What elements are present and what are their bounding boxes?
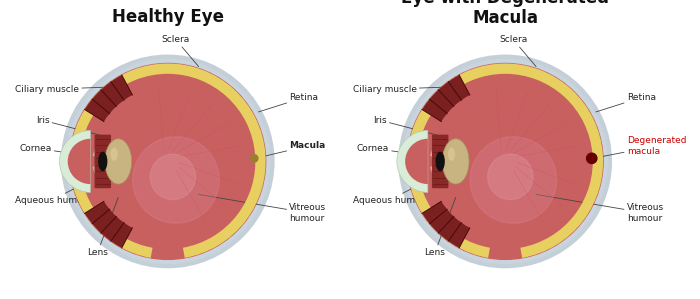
Text: Iris: Iris: [373, 116, 439, 136]
Wedge shape: [405, 139, 428, 184]
Circle shape: [62, 55, 274, 268]
Title: Eye with Degenerated
Macula: Eye with Degenerated Macula: [401, 0, 609, 28]
Text: Macula: Macula: [256, 141, 326, 158]
Wedge shape: [68, 139, 90, 184]
Wedge shape: [430, 140, 451, 183]
Circle shape: [133, 137, 219, 223]
Ellipse shape: [111, 147, 118, 161]
Text: Aqueous humor: Aqueous humor: [353, 182, 425, 205]
Text: Lens: Lens: [425, 198, 456, 257]
Title: Healthy Eye: Healthy Eye: [112, 8, 224, 26]
Ellipse shape: [448, 147, 455, 161]
Text: Sclera: Sclera: [162, 35, 199, 67]
Circle shape: [251, 155, 258, 162]
Wedge shape: [70, 63, 266, 258]
FancyBboxPatch shape: [432, 135, 449, 188]
Text: Lens: Lens: [88, 198, 118, 257]
Wedge shape: [422, 201, 470, 248]
Text: Ciliary muscle: Ciliary muscle: [353, 85, 443, 94]
Wedge shape: [85, 75, 132, 122]
Circle shape: [403, 60, 607, 263]
Text: Cornea: Cornea: [357, 144, 421, 155]
Text: Iris: Iris: [36, 116, 102, 136]
Circle shape: [587, 153, 597, 164]
Wedge shape: [60, 130, 90, 192]
Circle shape: [150, 154, 195, 199]
Text: Vitreous
humour: Vitreous humour: [199, 194, 326, 223]
Circle shape: [470, 137, 556, 223]
Text: Cornea: Cornea: [20, 144, 83, 155]
Circle shape: [488, 154, 533, 199]
Text: Ciliary muscle: Ciliary muscle: [15, 85, 106, 94]
Wedge shape: [92, 140, 113, 183]
Circle shape: [66, 60, 270, 263]
Ellipse shape: [105, 139, 132, 184]
FancyBboxPatch shape: [94, 135, 111, 188]
Text: Sclera: Sclera: [499, 35, 536, 67]
Ellipse shape: [435, 152, 444, 171]
Text: Retina: Retina: [258, 93, 318, 112]
Wedge shape: [422, 75, 470, 122]
Text: Aqueous humor: Aqueous humor: [15, 182, 88, 205]
Text: Vitreous
humour: Vitreous humour: [536, 194, 664, 223]
Ellipse shape: [98, 152, 107, 171]
Circle shape: [399, 55, 611, 268]
Text: Retina: Retina: [596, 93, 656, 112]
Circle shape: [407, 63, 603, 259]
Wedge shape: [85, 201, 132, 248]
Wedge shape: [407, 63, 603, 258]
Wedge shape: [397, 130, 428, 192]
Circle shape: [70, 63, 266, 259]
Ellipse shape: [442, 139, 469, 184]
Text: Degenerated
macula: Degenerated macula: [593, 136, 686, 158]
